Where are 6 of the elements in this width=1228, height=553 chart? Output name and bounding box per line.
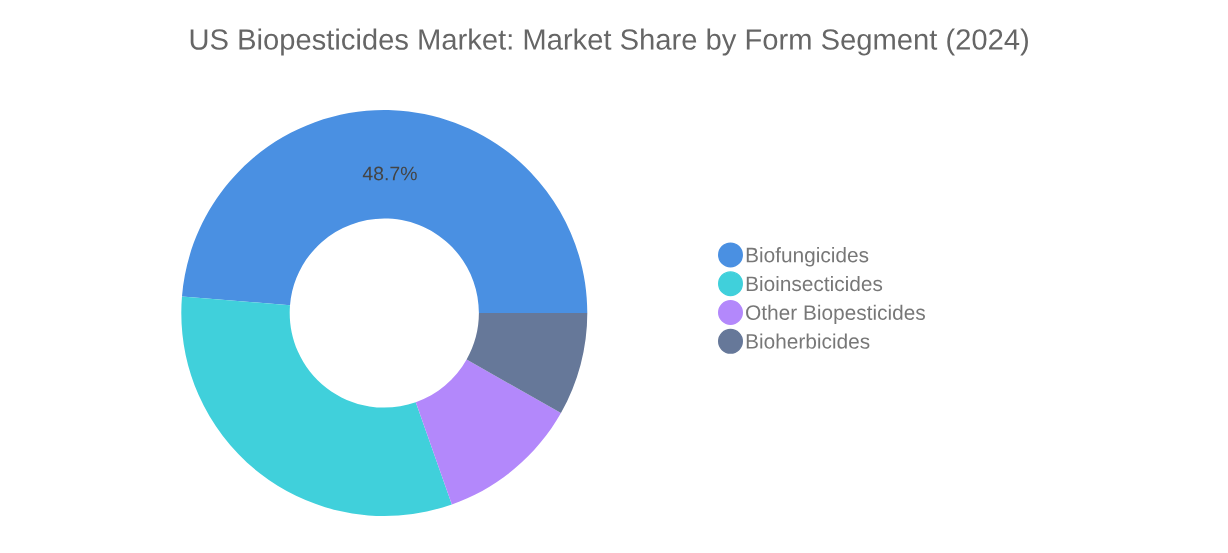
chart-title: US Biopesticides Market: Market Share by Form Segment (2024) (190, 28, 1028, 56)
legend-label: Biofungicides (746, 247, 869, 267)
data-label: 48.7% (362, 166, 417, 181)
legend-label: Bioinsecticides (746, 275, 883, 292)
legend-label: Other Biopesticides (746, 304, 925, 325)
legend-label: Bioherbicides (746, 333, 870, 349)
